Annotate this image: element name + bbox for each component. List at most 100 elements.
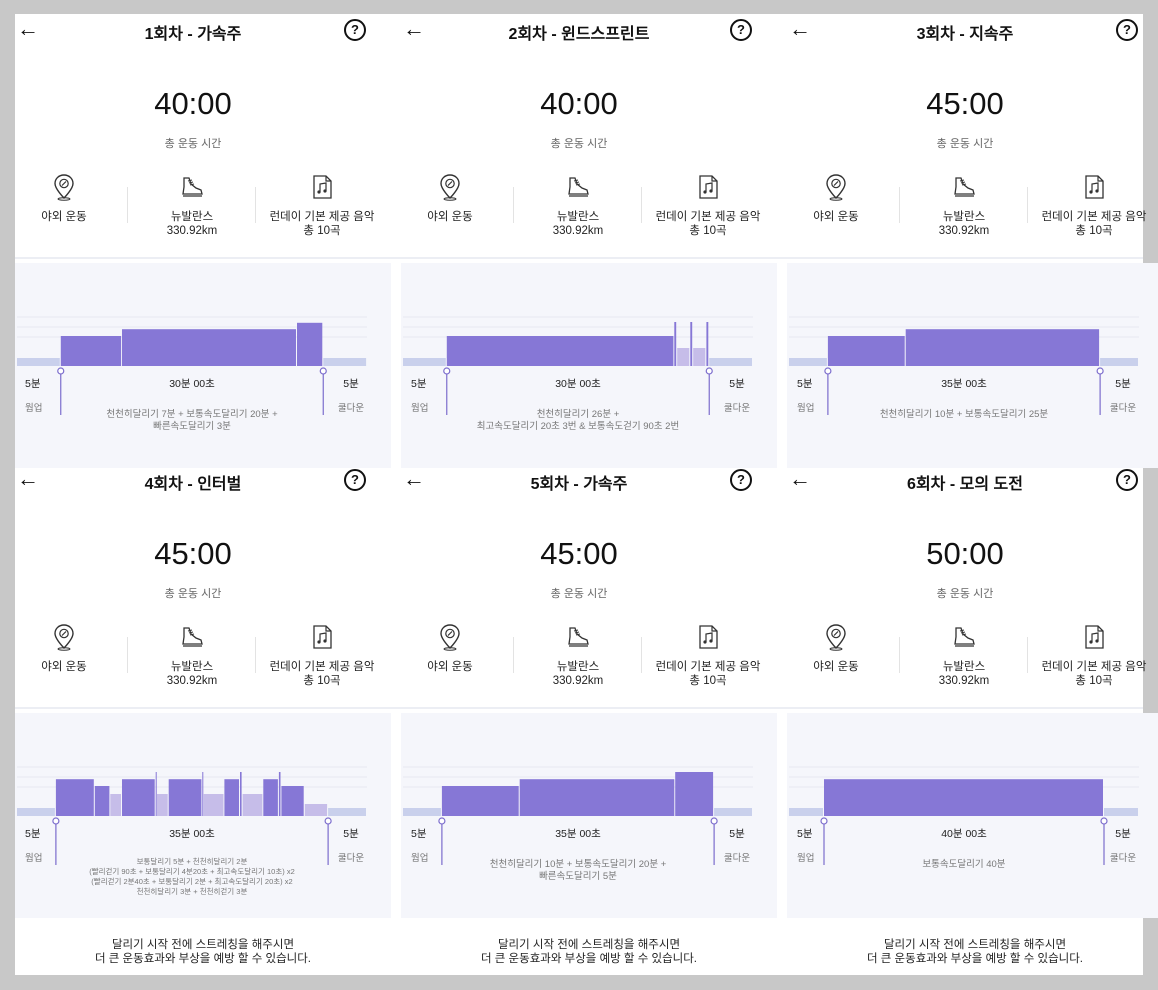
running-shoe-icon — [954, 627, 975, 647]
divider — [127, 637, 128, 673]
location-label: 야외 운동 — [41, 661, 87, 673]
shoe-label: 뉴발란스 330.92km — [522, 210, 634, 238]
divider — [127, 187, 128, 223]
divider — [15, 707, 1143, 709]
music-title: 런데이 기본 제공 음악 — [1041, 661, 1147, 673]
total-time: 45:00 — [154, 536, 232, 571]
cooldown-label: 쿨다운 — [338, 403, 364, 414]
description-line: 보통달리기 5분 + 천천히달리기 2분 — [136, 857, 248, 866]
warmup-time: 5분 — [411, 828, 427, 840]
header: ← 5회차 - 가속주 ? — [401, 468, 777, 498]
intensity-bar — [155, 772, 157, 816]
intensity-bar — [824, 779, 1103, 816]
shoe-label: 뉴발란스 330.92km — [522, 660, 634, 688]
help-circle-icon[interactable]: ? — [344, 19, 366, 41]
help-circle-icon[interactable]: ? — [344, 469, 366, 491]
music-info[interactable]: 런데이 기본 제공 음악 총 10곡 — [1037, 173, 1151, 238]
music-title: 런데이 기본 제공 음악 — [1041, 211, 1147, 223]
shoe-info[interactable]: 뉴발란스 330.92km — [136, 173, 248, 238]
workout-info-row: 야외 운동 뉴발란스 330.92km — [401, 623, 777, 703]
workout-info-row: 야외 운동 뉴발란스 330.92km — [787, 173, 1158, 253]
music-info[interactable]: 런데이 기본 제공 음악 총 10곡 — [1037, 623, 1151, 688]
divider — [255, 637, 256, 673]
total-time: 40:00 — [540, 86, 618, 121]
workout-info-row: 야외 운동 뉴발란스 330.92km — [787, 623, 1158, 703]
timeline-marker-dot — [438, 817, 446, 825]
warmup-label: 웜업 — [25, 402, 42, 414]
shoe-info[interactable]: 뉴발란스 330.92km — [522, 623, 634, 688]
workout-description: 천천히달리기 10분 + 보통속도달리기 20분 + 빠른속도달리기 5분 — [446, 859, 710, 883]
header: ← 3회차 - 지속주 ? — [787, 18, 1158, 48]
music-count: 총 10곡 — [689, 675, 727, 687]
total-time: 40:00 — [154, 86, 232, 121]
running-shoe-icon — [182, 177, 203, 197]
description-line: 최고속도달리기 20초 3번 & 보통속도걷기 90초 2번 — [476, 421, 680, 432]
description-line: 천천히달리기 26분 + — [536, 409, 620, 420]
help-circle-icon[interactable]: ? — [1116, 19, 1138, 41]
back-arrow-icon[interactable]: ← — [403, 468, 425, 491]
location-info[interactable]: 야외 운동 — [15, 623, 120, 674]
help-circle-icon[interactable]: ? — [1116, 469, 1138, 491]
intensity-bar — [240, 772, 242, 816]
location-info[interactable]: 야외 운동 — [15, 173, 120, 224]
back-arrow-icon[interactable]: ← — [403, 18, 425, 41]
music-label: 런데이 기본 제공 음악 총 10곡 — [651, 210, 765, 238]
location-pin-icon — [54, 624, 74, 651]
shoe-name: 뉴발란스 — [942, 211, 986, 223]
cooldown-label: 쿨다운 — [724, 403, 750, 414]
shoe-info[interactable]: 뉴발란스 330.92km — [522, 173, 634, 238]
back-arrow-icon[interactable]: ← — [17, 468, 39, 491]
music-info[interactable]: 런데이 기본 제공 음악 총 10곡 — [265, 173, 379, 238]
timeline-marker-dot — [319, 367, 327, 375]
location-info[interactable]: 야외 운동 — [787, 173, 892, 224]
music-info[interactable]: 런데이 기본 제공 음악 총 10곡 — [265, 623, 379, 688]
divider — [15, 257, 1143, 259]
shoe-info[interactable]: 뉴발란스 330.92km — [908, 623, 1020, 688]
intensity-bar — [122, 329, 296, 366]
music-label: 런데이 기본 제공 음악 총 10곡 — [1037, 210, 1151, 238]
warmup-label: 웜업 — [411, 852, 428, 864]
shoe-name: 뉴발란스 — [556, 211, 600, 223]
stretching-tip-line: 달리기 시작 전에 스트레칭을 해주시면 — [883, 939, 1067, 951]
help-circle-icon[interactable]: ? — [730, 19, 752, 41]
location-info[interactable]: 야외 운동 — [401, 173, 506, 224]
divider — [641, 637, 642, 673]
back-arrow-icon[interactable]: ← — [17, 18, 39, 41]
divider — [513, 637, 514, 673]
help-circle-icon[interactable]: ? — [730, 469, 752, 491]
shoe-info[interactable]: 뉴발란스 330.92km — [136, 623, 248, 688]
stretching-tip-line: 달리기 시작 전에 스트레칭을 해주시면 — [111, 939, 295, 951]
description-line: 빠른속도달리기 5분 — [539, 871, 617, 882]
back-arrow-icon[interactable]: ← — [789, 18, 811, 41]
music-note-icon — [313, 175, 332, 199]
shoe-distance: 330.92km — [552, 225, 604, 237]
shoe-info[interactable]: 뉴발란스 330.92km — [908, 173, 1020, 238]
intensity-bar — [263, 779, 278, 816]
stretching-tip-line: 더 큰 운동효과와 부상을 예방 할 수 있습니다. — [481, 953, 697, 965]
music-info[interactable]: 런데이 기본 제공 음악 총 10곡 — [651, 173, 765, 238]
intensity-bar — [441, 786, 519, 816]
back-arrow-icon[interactable]: ← — [789, 468, 811, 491]
shoe-distance: 330.92km — [552, 675, 604, 687]
shoe-name: 뉴발란스 — [942, 661, 986, 673]
shoe-name: 뉴발란스 — [170, 211, 214, 223]
intensity-bar — [714, 808, 752, 816]
location-info[interactable]: 야외 운동 — [787, 623, 892, 674]
workout-chart: 5분 웜업 35분 00초 5분 쿨다운 천천히달리기 10분 + 보통속도달리기 25… — [787, 263, 1158, 468]
location-pin-icon — [440, 624, 460, 651]
timeline-marker-dot — [710, 817, 718, 825]
music-title: 런데이 기본 제공 음악 — [655, 211, 761, 223]
music-info[interactable]: 런데이 기본 제공 음악 총 10곡 — [651, 623, 765, 688]
cooldown-time: 5분 — [729, 828, 745, 840]
total-time: 45:00 — [540, 536, 618, 571]
location-info[interactable]: 야외 운동 — [401, 623, 506, 674]
shoe-name: 뉴발란스 — [556, 661, 600, 673]
workout-description: 보통속도달리기 40분 — [828, 859, 1100, 871]
cooldown-label: 쿨다운 — [338, 853, 364, 864]
location-pin-icon — [826, 174, 846, 201]
intensity-bar — [1100, 358, 1138, 366]
cooldown-time: 5분 — [1115, 378, 1131, 390]
timeline-marker-dot — [52, 817, 60, 825]
